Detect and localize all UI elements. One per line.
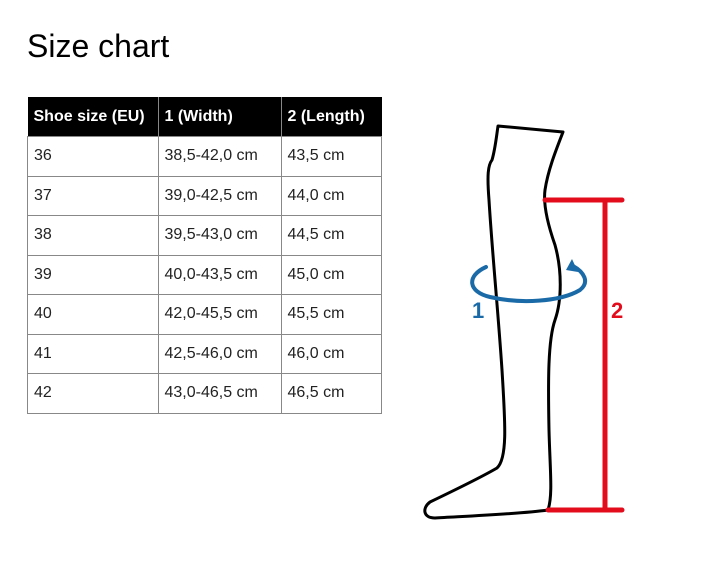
table-row: 40 42,0-45,5 cm 45,5 cm: [27, 294, 382, 335]
width-measurement-marker: 1: [470, 259, 588, 323]
cell-length: 43,5 cm: [280, 136, 382, 177]
table-row: 41 42,5-46,0 cm 46,0 cm: [27, 333, 382, 374]
cell-shoe-size: 39: [27, 254, 159, 295]
page-title: Size chart: [27, 28, 170, 64]
table-row: 38 39,5-43,0 cm 44,5 cm: [27, 215, 382, 256]
cell-length: 46,5 cm: [280, 373, 382, 414]
table-row: 37 39,0-42,5 cm 44,0 cm: [27, 175, 382, 216]
leg-outline: [423, 124, 565, 520]
column-header-shoe-size: Shoe size (EU): [27, 97, 159, 137]
cell-length: 46,0 cm: [280, 333, 382, 374]
cell-width: 42,0-45,5 cm: [157, 294, 282, 335]
length-measurement-marker: 2: [542, 197, 625, 513]
cell-width: 39,5-43,0 cm: [157, 215, 282, 256]
cell-shoe-size: 40: [27, 294, 159, 335]
width-label: 1: [472, 298, 484, 323]
cell-width: 42,5-46,0 cm: [157, 333, 282, 374]
table-row: 42 43,0-46,5 cm 46,5 cm: [27, 373, 382, 414]
table-row: 39 40,0-43,5 cm 45,0 cm: [27, 254, 382, 295]
column-header-width: 1 (Width): [158, 97, 282, 137]
column-header-length: 2 (Length): [281, 97, 382, 137]
cell-shoe-size: 37: [27, 175, 159, 216]
table-header-row: Shoe size (EU) 1 (Width) 2 (Length): [27, 97, 382, 137]
cell-length: 44,0 cm: [280, 175, 382, 216]
length-label: 2: [611, 298, 623, 323]
cell-length: 45,0 cm: [280, 254, 382, 295]
size-table: Shoe size (EU) 1 (Width) 2 (Length) 36 38…: [27, 97, 382, 414]
arrow-head-icon: [566, 259, 578, 272]
width-circumference-arc: [470, 264, 588, 304]
cell-width: 43,0-46,5 cm: [157, 373, 282, 414]
cell-width: 39,0-42,5 cm: [157, 175, 282, 216]
cell-shoe-size: 42: [27, 373, 159, 414]
cell-width: 40,0-43,5 cm: [157, 254, 282, 295]
cell-shoe-size: 41: [27, 333, 159, 374]
